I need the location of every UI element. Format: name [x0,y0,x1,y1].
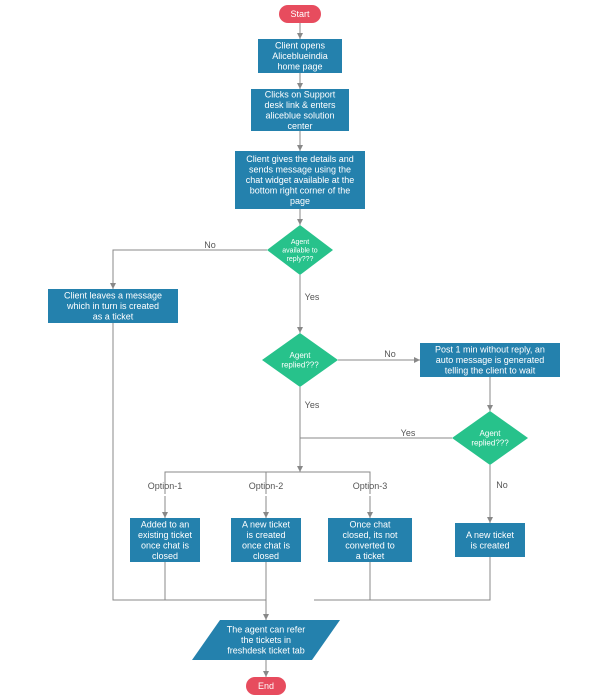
svg-text:aliceblue solution: aliceblue solution [265,110,334,120]
node-end: End [246,677,286,695]
svg-text:freshdesk ticket tab: freshdesk ticket tab [227,646,305,656]
svg-text:Start: Start [290,9,310,19]
label-l_no3: No [496,480,508,490]
label-l_opt1: Option-1 [148,481,183,491]
label-l_opt2: Option-2 [249,481,284,491]
label-l_yes3: Yes [401,428,416,438]
svg-text:sends message using the: sends message using the [249,165,351,175]
svg-text:reply???: reply??? [287,256,314,263]
svg-text:Clicks on Support: Clicks on Support [265,89,336,99]
svg-text:Agent: Agent [480,429,502,438]
svg-text:A new ticket: A new ticket [242,519,291,529]
node-n4: Client leaves a messagewhich in turn is … [48,289,178,323]
svg-text:The agent can refer: The agent can refer [227,625,306,635]
svg-text:a ticket: a ticket [356,551,385,561]
svg-text:Agent: Agent [291,239,309,246]
svg-text:closed, its not: closed, its not [342,530,398,540]
label-l_opt3: Option-3 [353,481,388,491]
svg-text:once chat is: once chat is [242,540,291,550]
svg-text:home page: home page [277,62,322,72]
node-n3: Client gives the details andsends messag… [235,151,365,209]
flowchart-canvas: Start Client opensAliceblueindiahome page… [0,0,608,700]
node-opt1: Added to anexisting ticketonce chat iscl… [130,518,200,562]
node-ntk: A new ticketis created [455,523,525,557]
node-d1: Agentavailable to reply??? [267,225,333,275]
node-d3: Agentreplied??? [452,411,528,465]
svg-text:replied???: replied??? [281,361,319,370]
node-opt3: Once chatclosed, its notconverted toa ti… [328,518,412,562]
label-l_yes1: Yes [305,292,320,302]
label-l_yes2: Yes [305,400,320,410]
node-opt2: A new ticketis createdonce chat isclosed [231,518,301,562]
svg-text:Post 1 min without reply, an: Post 1 min without reply, an [435,345,545,355]
svg-text:bottom right corner of the: bottom right corner of the [250,186,351,196]
svg-text:replied???: replied??? [471,439,509,448]
svg-text:which in turn is created: which in turn is created [66,301,159,311]
svg-text:Aliceblueindia: Aliceblueindia [272,51,328,61]
svg-text:Added to an: Added to an [141,519,190,529]
node-para: The agent can referthe tickets infreshde… [192,620,340,660]
svg-text:closed: closed [152,551,178,561]
node-n5: Post 1 min without reply, anauto message… [420,343,560,377]
svg-text:Client leaves a message: Client leaves a message [64,291,162,301]
svg-text:auto message is generated: auto message is generated [436,355,545,365]
svg-text:existing ticket: existing ticket [138,530,193,540]
node-n1: Client opensAliceblueindiahome page [258,39,342,73]
node-start: Start [279,5,321,23]
label-l_no2: No [384,349,396,359]
svg-text:center: center [287,121,312,131]
svg-text:the tickets in: the tickets in [241,635,291,645]
svg-text:telling the client to wait: telling the client to wait [445,366,536,376]
label-l_no1: No [204,240,216,250]
svg-text:page: page [290,196,310,206]
svg-text:as a ticket: as a ticket [93,312,134,322]
svg-text:Once chat: Once chat [349,519,391,529]
svg-text:A new ticket: A new ticket [466,530,515,540]
svg-text:once chat is: once chat is [141,540,190,550]
svg-text:available to: available to [282,247,318,254]
svg-text:desk link & enters: desk link & enters [264,100,336,110]
svg-text:chat widget available at the: chat widget available at the [246,175,355,185]
svg-text:is created: is created [246,530,285,540]
svg-text:converted to: converted to [345,540,395,550]
node-d2: Agentreplied??? [262,333,338,387]
svg-text:Agent: Agent [290,351,312,360]
svg-text:Client opens: Client opens [275,41,326,51]
svg-text:End: End [258,681,274,691]
svg-text:Client gives the details and: Client gives the details and [246,154,354,164]
node-n2: Clicks on Supportdesk link & entersalice… [251,89,349,131]
svg-text:is created: is created [470,540,509,550]
svg-text:closed: closed [253,551,279,561]
